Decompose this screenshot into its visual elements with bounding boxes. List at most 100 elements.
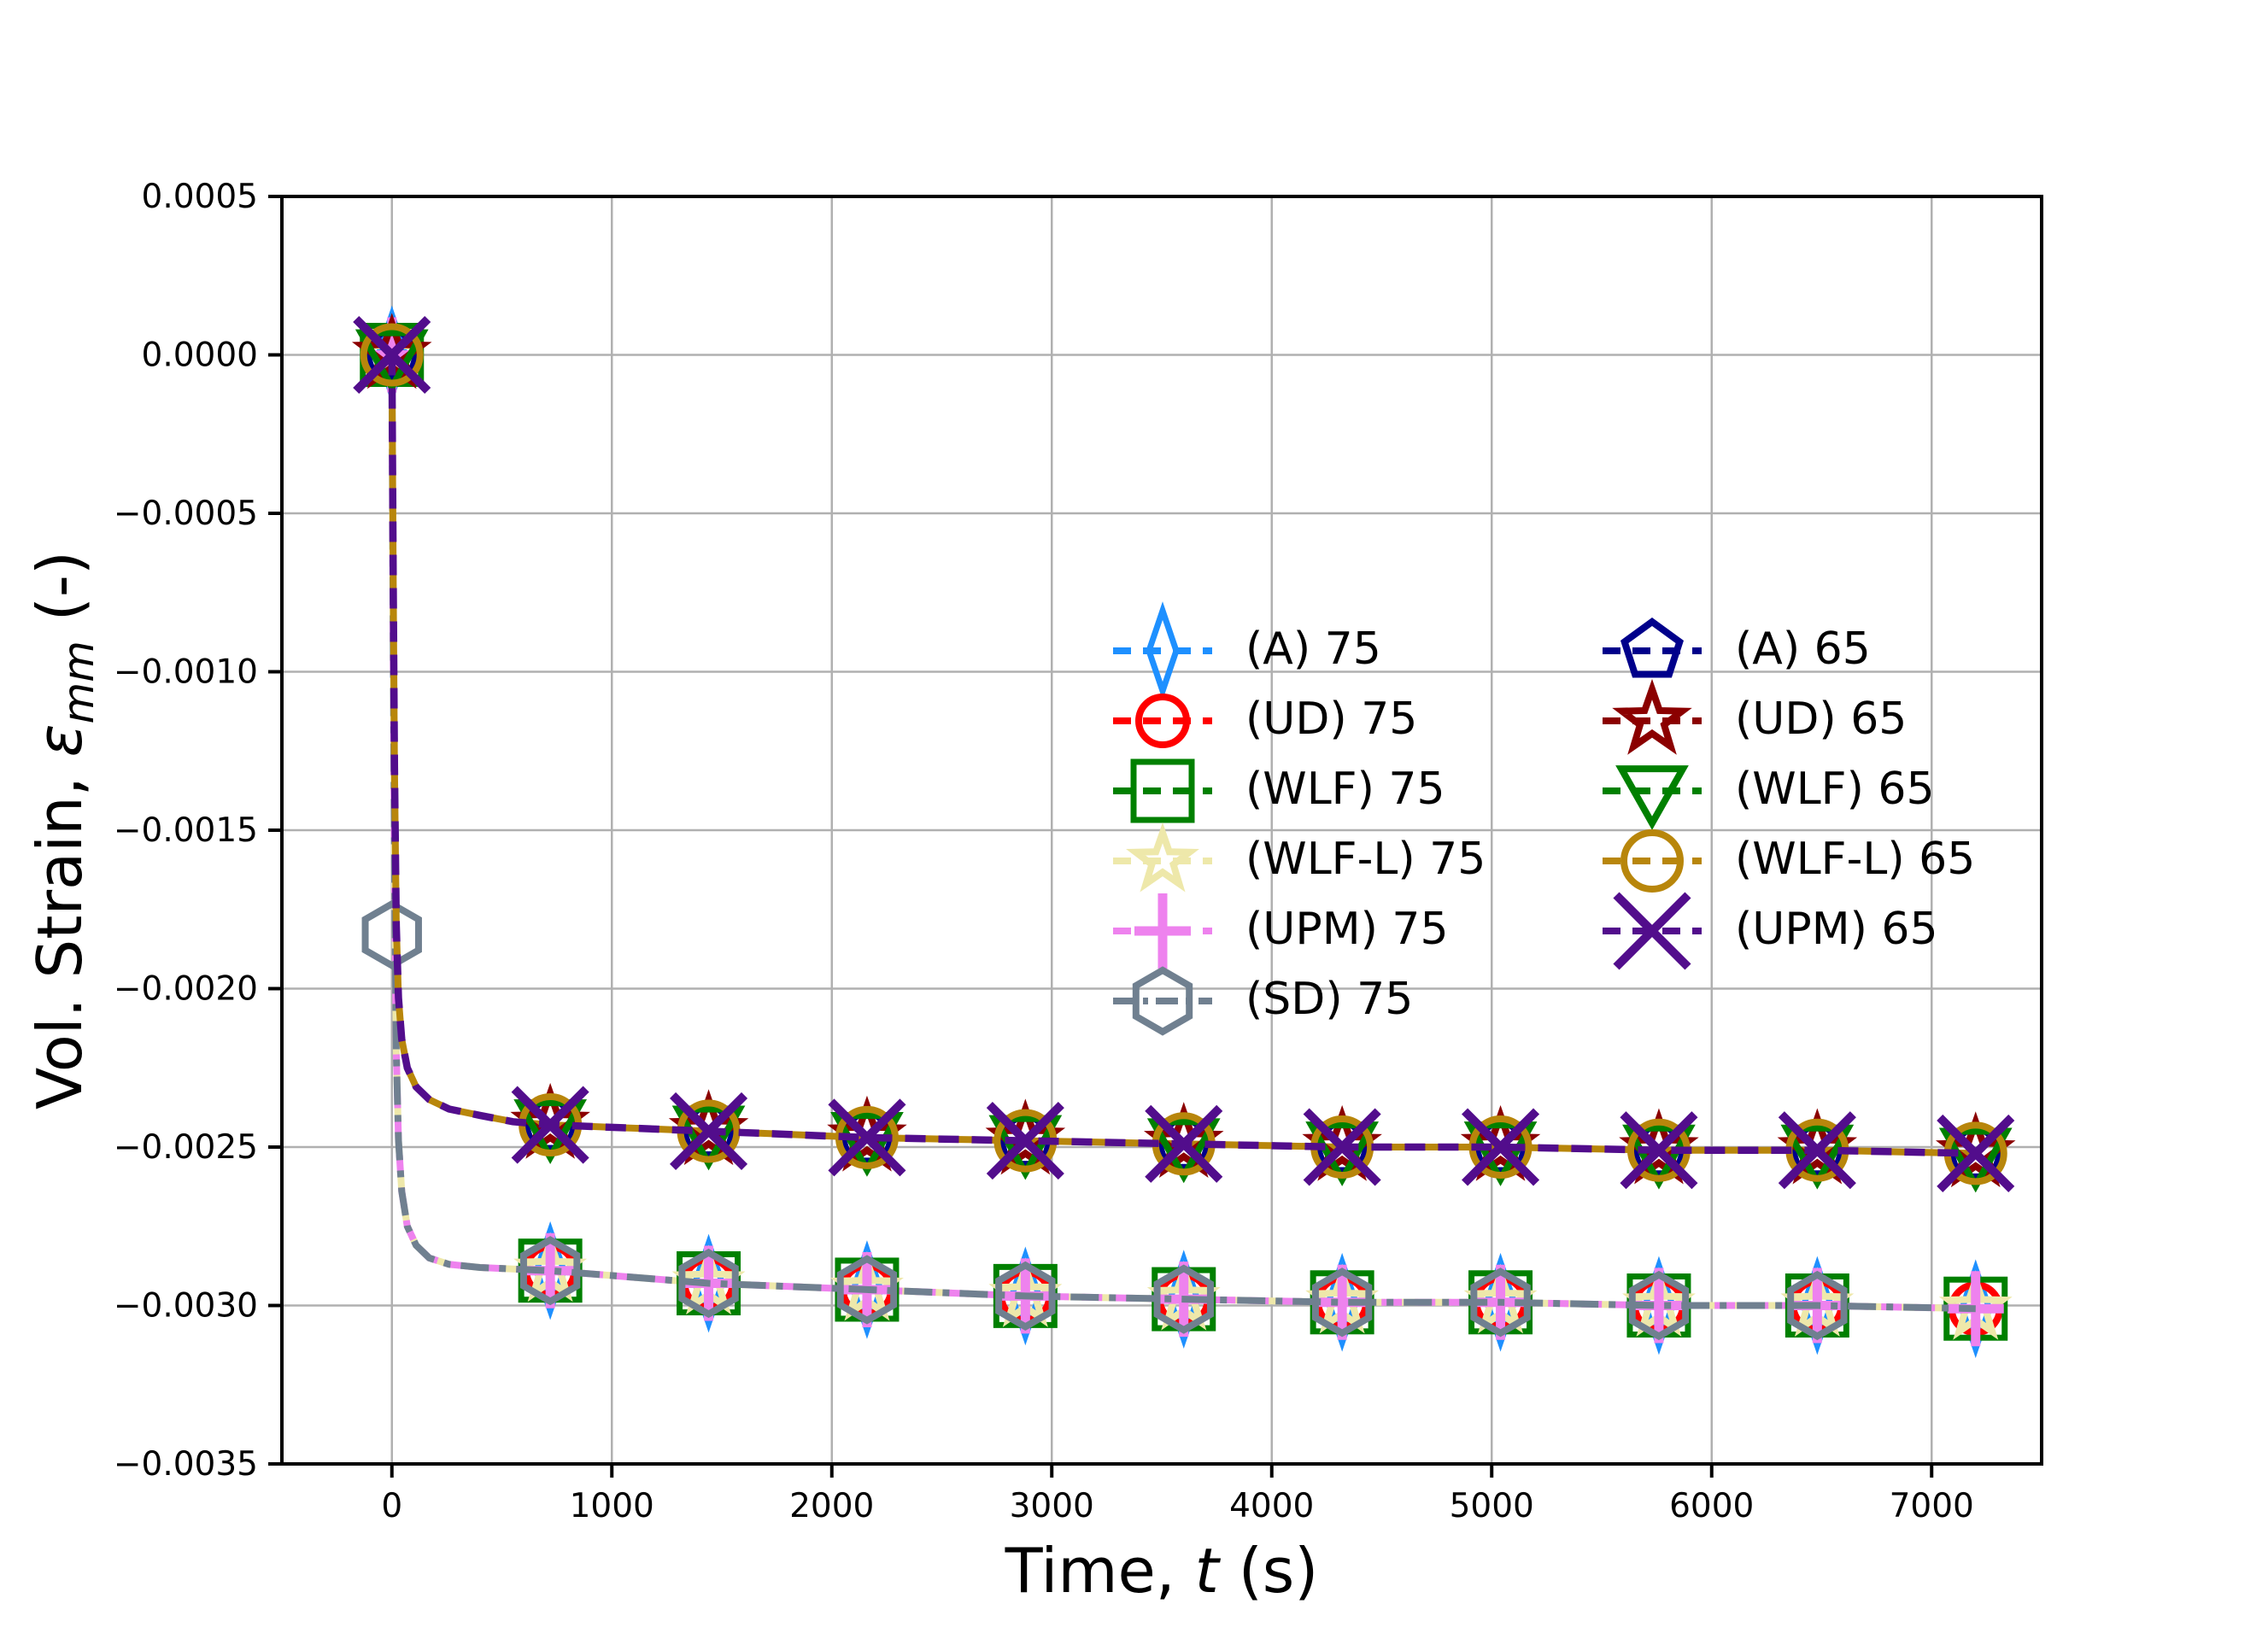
marker-triangle-down-icon — [1463, 1121, 1538, 1186]
legend-label: (UPM) 65 — [1735, 904, 1938, 955]
y-axis-title-symbol: ε — [24, 723, 96, 757]
marker-hexagon-icon — [1132, 966, 1193, 1036]
marker-circle-icon — [1620, 829, 1684, 893]
y-tick-labels: 0.0005 0.0000 −0.0005 −0.0010 −0.0015 −0.0020… — [114, 178, 258, 1484]
legend-item-upm-75: (UPM) 75 — [1113, 893, 1449, 969]
marker-hexagon-icon — [836, 1255, 898, 1325]
y-axis-title-prefix: Vol. Strain, — [24, 757, 96, 1109]
y-axis-title-suffix: (-) — [24, 551, 96, 641]
legend-item-wlf-l-75: (WLF-L) 75 — [1113, 822, 1486, 893]
legend-label: (A) 75 — [1245, 623, 1381, 675]
legend-label: (UPM) 75 — [1245, 904, 1449, 955]
x-tick-label: 5000 — [1450, 1487, 1534, 1525]
marker-triangle-down-icon — [1780, 1124, 1855, 1190]
marker-triangle-down-icon — [1938, 1127, 2013, 1193]
marker-triangle-down-icon — [1305, 1121, 1380, 1186]
marker-x-icon — [353, 315, 431, 395]
y-tick-label: −0.0010 — [114, 653, 258, 692]
marker-hexagon-icon — [1153, 1264, 1214, 1334]
y-tick-label: −0.0015 — [114, 811, 258, 850]
marker-x-icon — [1145, 1104, 1223, 1183]
marker-thin-diamond-icon — [1483, 1252, 1518, 1352]
marker-x-icon — [1613, 892, 1691, 970]
marker-triangle-down-icon — [1146, 1118, 1221, 1184]
marker-triangle-down-icon — [671, 1105, 746, 1171]
marker-hexagon-icon — [361, 899, 422, 970]
legend-item-a-75: (A) 75 — [1113, 601, 1381, 700]
marker-x-icon — [1462, 1108, 1540, 1186]
marker-thin-diamond-icon — [1800, 1256, 1835, 1355]
legend-item-ud-75: (UD) 75 — [1113, 694, 1417, 748]
marker-circle-icon — [1135, 694, 1190, 748]
marker-hexagon-icon — [1628, 1270, 1690, 1341]
marker-thin-diamond-icon — [1325, 1252, 1359, 1352]
x-axis-title-symbol: t — [1195, 1535, 1222, 1607]
tick-marks — [268, 195, 1934, 1478]
marker-x-icon — [1937, 1114, 2015, 1192]
marker-x-icon — [828, 1098, 906, 1177]
x-tick-label: 0 — [381, 1487, 402, 1525]
legend-label: (UD) 65 — [1735, 694, 1907, 745]
marker-hexagon-icon — [1470, 1267, 1531, 1338]
y-axis-title: Vol. Strain, εmm (-) — [24, 551, 103, 1109]
marker-hexagon-icon — [995, 1261, 1056, 1331]
marker-thin-diamond-icon — [1167, 1250, 1201, 1349]
markers-75 — [355, 305, 2013, 1359]
marker-triangle-down-icon — [513, 1099, 588, 1164]
legend-label: (WLF-L) 75 — [1245, 834, 1486, 885]
y-tick-label: 0.0000 — [142, 337, 258, 375]
marker-square-icon — [1130, 758, 1195, 823]
marker-hexagon-icon — [1311, 1267, 1373, 1338]
x-tick-label: 1000 — [570, 1487, 654, 1525]
legend-label: (WLF-L) 65 — [1735, 834, 1975, 885]
legend-label: (A) 65 — [1735, 623, 1871, 675]
marker-plus-icon — [1134, 893, 1191, 969]
markers-65-x — [353, 315, 2015, 1192]
marker-hexagon-icon — [1787, 1270, 1848, 1341]
x-tick-label: 3000 — [1010, 1487, 1094, 1525]
marker-hexagon-icon — [519, 1236, 581, 1306]
marker-x-icon — [1620, 1111, 1698, 1190]
marker-thin-diamond-icon — [1642, 1256, 1676, 1355]
marker-pentagon-icon — [1620, 618, 1684, 678]
marker-thin-diamond-icon — [691, 1233, 726, 1333]
x-tick-label: 7000 — [1890, 1487, 1974, 1525]
y-tick-label: 0.0005 — [142, 178, 258, 216]
y-axis-title-subscript: mm — [54, 641, 103, 723]
curve-75-sd — [388, 354, 1976, 1313]
marker-star-icon — [1126, 822, 1199, 893]
markers-sd — [361, 899, 1848, 1341]
x-tick-label: 4000 — [1229, 1487, 1314, 1525]
x-axis-title: Time, t (s) — [1005, 1535, 1319, 1607]
marker-circle-icon — [360, 323, 424, 387]
legend-item-sd-75: (SD) 75 — [1113, 966, 1413, 1036]
marker-thin-diamond-icon — [1959, 1259, 1993, 1359]
x-tick-labels: 0 1000 2000 3000 4000 5000 6000 7000 — [381, 1487, 1974, 1525]
legend-item-ud-65: (UD) 65 — [1603, 678, 1907, 755]
legend-label: (UD) 75 — [1245, 694, 1417, 745]
legend-item-wlf-l-65: (WLF-L) 65 — [1603, 829, 1975, 893]
marker-x-icon — [1303, 1108, 1381, 1186]
legend-item-upm-65: (UPM) 65 — [1603, 892, 1938, 970]
marker-x-icon — [1778, 1111, 1856, 1190]
marker-triangle-down-icon — [1622, 1124, 1696, 1190]
y-tick-label: −0.0035 — [114, 1445, 258, 1484]
legend-item-wlf-75: (WLF) 75 — [1113, 758, 1445, 823]
x-axis-title-prefix: Time, — [1005, 1535, 1195, 1607]
x-tick-label: 6000 — [1669, 1487, 1754, 1525]
marker-x-icon — [986, 1102, 1064, 1180]
legend-item-wlf-65: (WLF) 65 — [1603, 764, 1935, 830]
marker-hexagon-icon — [678, 1248, 739, 1319]
curve-65-wlfl — [388, 354, 1976, 1157]
marker-triangle-down-icon — [988, 1115, 1063, 1180]
marker-thin-diamond-icon — [1008, 1246, 1043, 1346]
marker-triangle-down-icon — [1615, 765, 1689, 830]
legend: (A) 75 (UD) 75 (WLF) 75 (WLF-L) 75 (UPM) 75 (… — [1113, 601, 1975, 1036]
marker-thin-diamond-icon — [1146, 601, 1180, 700]
curve-65-upm — [388, 354, 1976, 1157]
marker-thin-diamond-icon — [850, 1240, 884, 1339]
marker-triangle-down-icon — [355, 329, 429, 395]
legend-label: (SD) 75 — [1245, 974, 1413, 1025]
